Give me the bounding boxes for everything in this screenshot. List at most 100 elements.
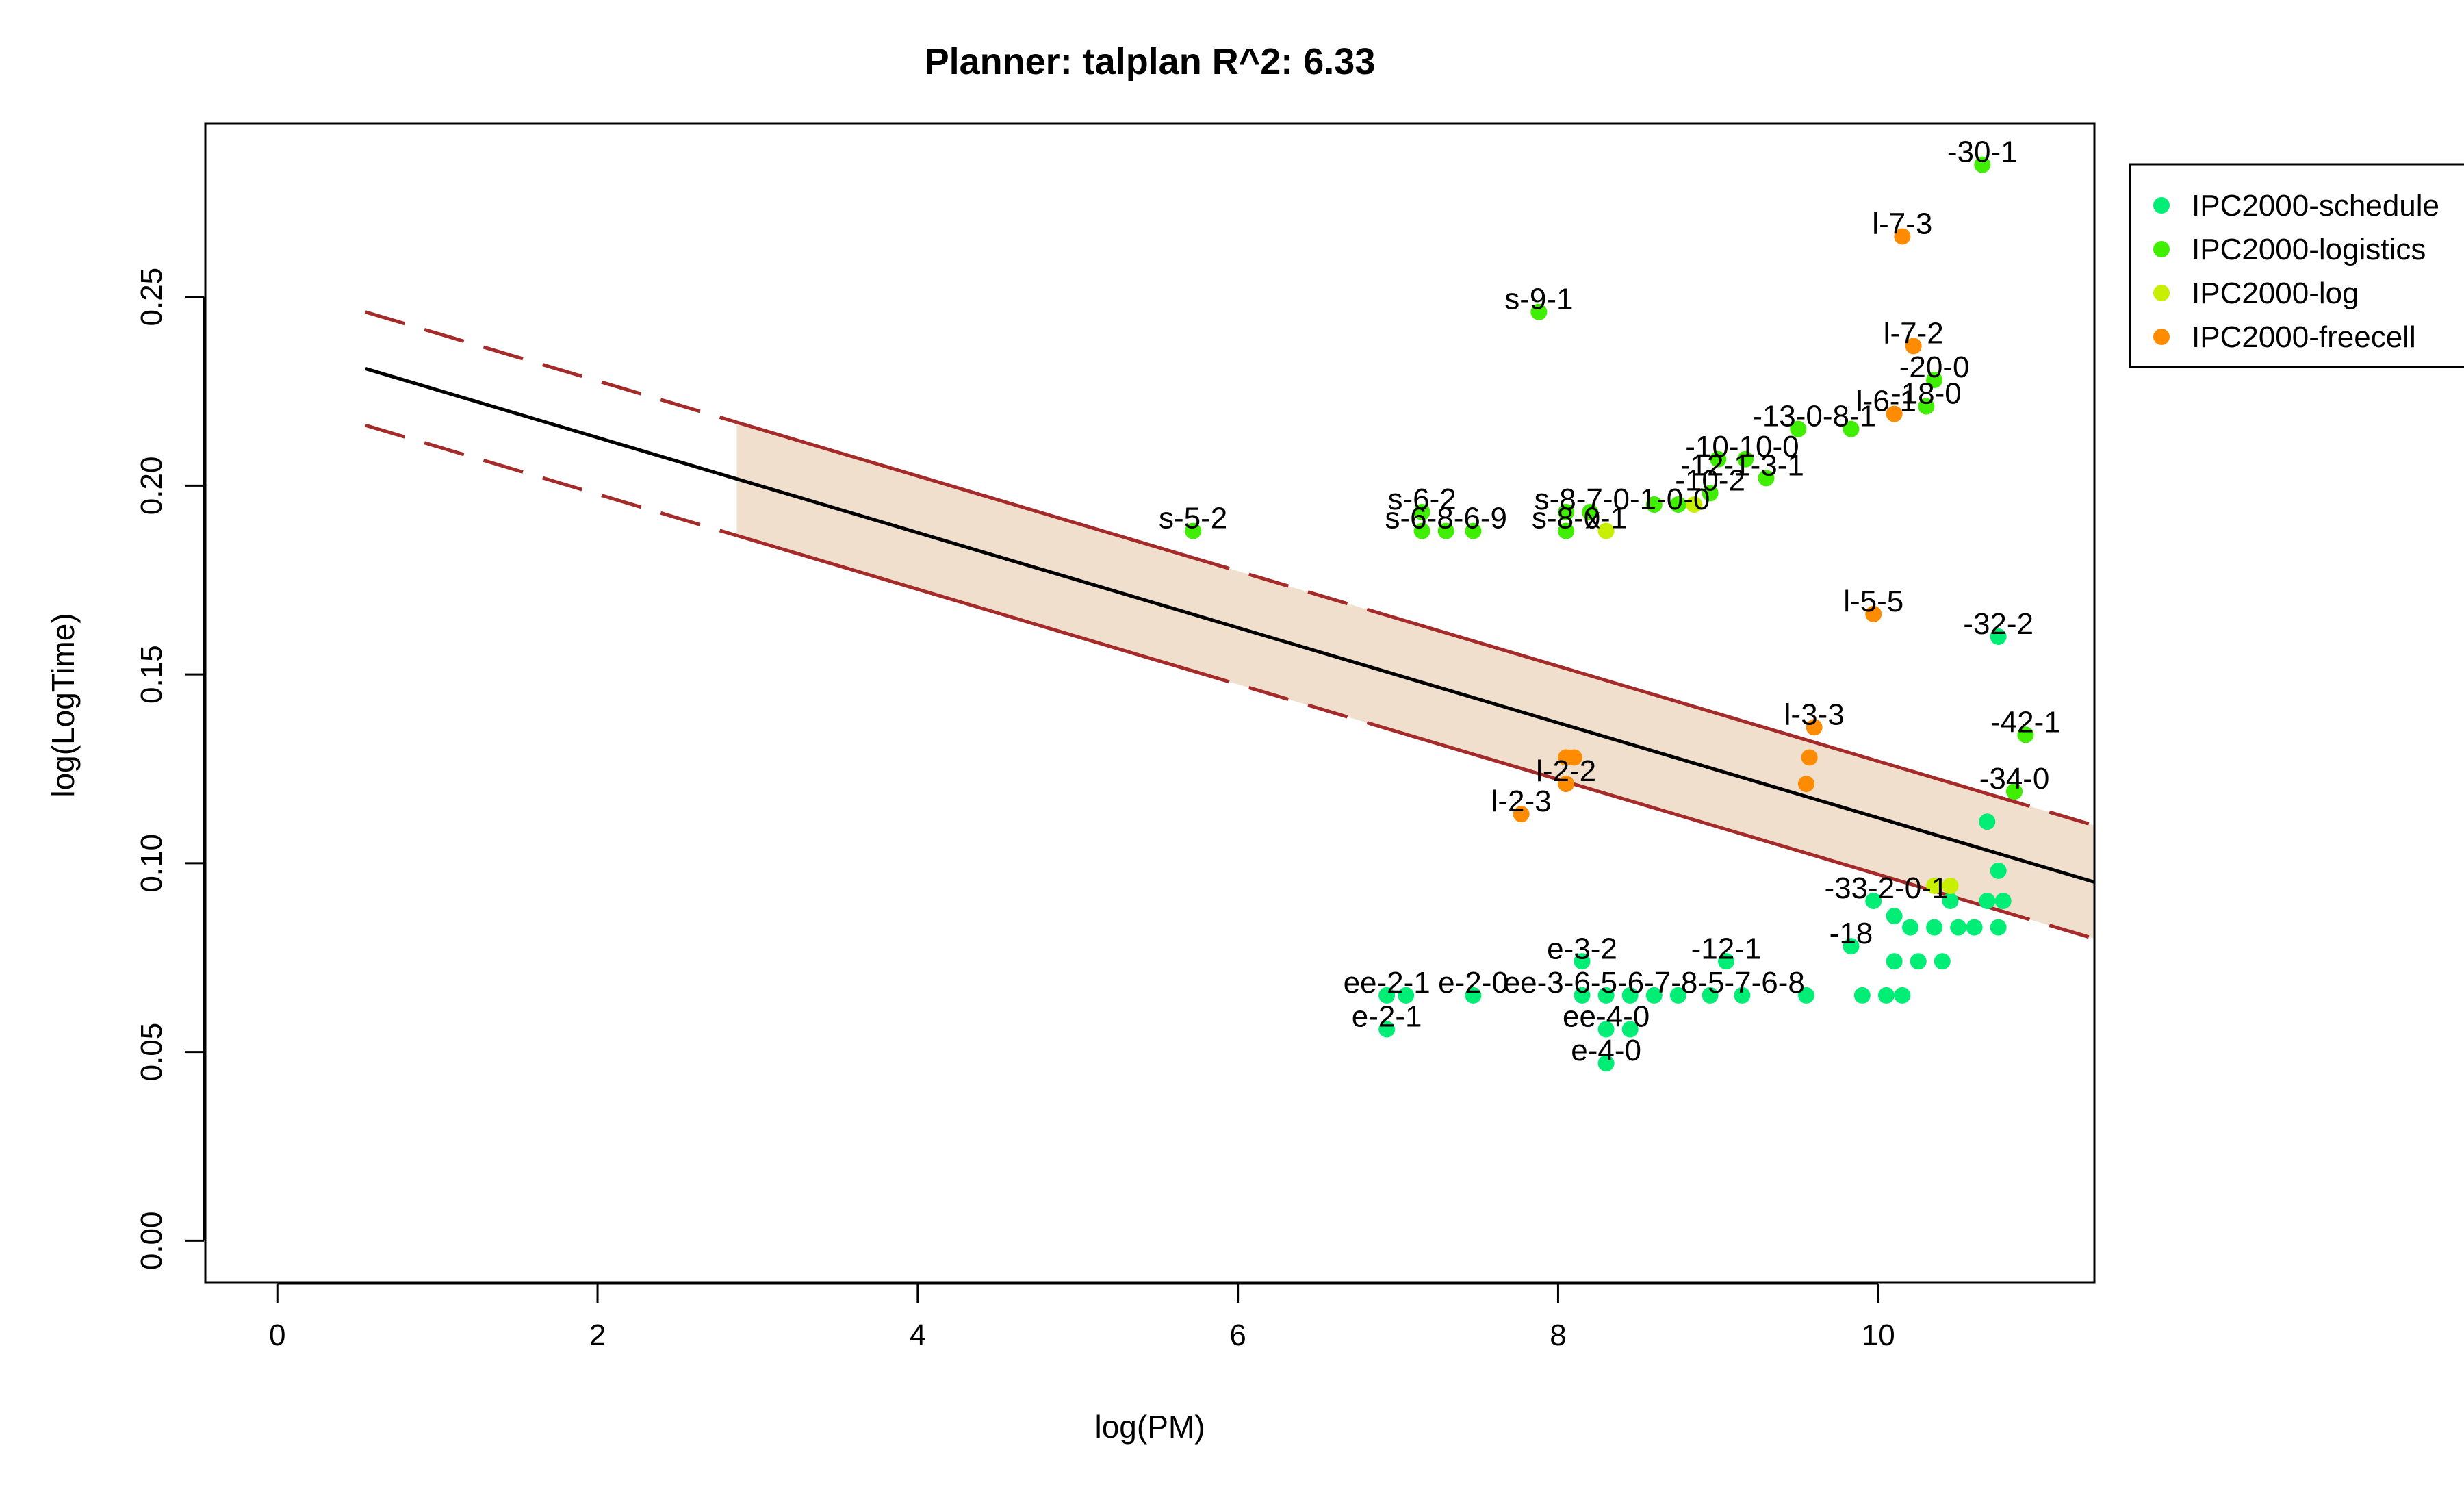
x-axis: 0 2 4 6 8 10 bbox=[269, 1282, 1895, 1352]
data-point bbox=[1565, 749, 1582, 766]
data-point bbox=[1806, 719, 1823, 736]
data-point bbox=[1597, 987, 1615, 1004]
data-point bbox=[1710, 450, 1727, 468]
data-point-label: -12-1 bbox=[1691, 932, 1762, 965]
data-point bbox=[1942, 893, 1959, 910]
data-point bbox=[1758, 470, 1775, 487]
data-point bbox=[2006, 783, 2023, 800]
data-point bbox=[1797, 776, 1814, 793]
lower-band-line-segment bbox=[1990, 906, 2094, 941]
data-point-label: l-3-3 bbox=[1784, 698, 1845, 731]
data-point bbox=[1702, 987, 1719, 1004]
data-point-label: l-7-2 bbox=[1884, 316, 1944, 350]
x-tick-label: 6 bbox=[1229, 1319, 1246, 1352]
data-point-label: l-2-3 bbox=[1491, 785, 1552, 818]
data-point bbox=[1185, 522, 1202, 539]
data-point-label: s-8-7-0-1-0-0 bbox=[1535, 483, 1710, 516]
data-point bbox=[1979, 813, 1996, 830]
data-point bbox=[1865, 605, 1882, 622]
data-point-label: -32-2 bbox=[1963, 607, 2033, 641]
y-tick-label: 0.05 bbox=[135, 1023, 168, 1082]
lower-band-line-segment bbox=[1189, 668, 1399, 734]
data-point bbox=[1718, 953, 1735, 970]
data-point bbox=[1934, 953, 1951, 970]
data-point bbox=[1910, 953, 1927, 970]
data-point bbox=[1558, 504, 1575, 521]
data-point bbox=[1894, 987, 1911, 1004]
data-point bbox=[1378, 1021, 1396, 1038]
fit-layer bbox=[365, 310, 2094, 941]
y-tick-label: 0.10 bbox=[135, 834, 168, 893]
y-tick-label: 0.25 bbox=[135, 268, 168, 327]
data-point-label: e-2-1 bbox=[1352, 1000, 1422, 1034]
data-point bbox=[1621, 1021, 1639, 1038]
data-point bbox=[1994, 893, 2012, 910]
legend-marker bbox=[2153, 241, 2170, 257]
data-point bbox=[1843, 420, 1860, 437]
data-point bbox=[1413, 522, 1430, 539]
data-point bbox=[1669, 987, 1686, 1004]
data-point bbox=[1669, 496, 1686, 513]
data-point bbox=[1942, 877, 1959, 894]
data-point bbox=[1398, 987, 1415, 1004]
data-point bbox=[1378, 987, 1396, 1004]
y-axis-label: log(LogTime) bbox=[45, 613, 81, 797]
upper-band-line-segment bbox=[1189, 555, 1399, 621]
lower-band-line-segment bbox=[736, 533, 1191, 672]
data-point bbox=[1734, 987, 1751, 1004]
data-point bbox=[1877, 987, 1895, 1004]
data-point bbox=[1790, 420, 1807, 437]
data-point-label: -10-10-0 bbox=[1685, 430, 1799, 463]
data-point bbox=[1865, 893, 1882, 910]
data-point-label: ee-4-0 bbox=[1563, 1000, 1650, 1034]
data-point bbox=[1597, 522, 1615, 539]
legend-marker bbox=[2153, 197, 2170, 214]
legend-entry: IPC2000-logistics bbox=[2192, 233, 2426, 266]
data-point bbox=[1513, 806, 1530, 823]
data-point bbox=[1950, 919, 1967, 936]
data-point bbox=[1990, 628, 2007, 645]
legend: IPC2000-schedule IPC2000-logistics IPC2000… bbox=[2129, 163, 2464, 368]
data-point bbox=[1574, 987, 1591, 1004]
legend-box bbox=[2129, 163, 2464, 368]
data-point-label: s-5-2 bbox=[1159, 502, 1227, 535]
data-point bbox=[1582, 504, 1599, 521]
data-point-label: e-2-0 bbox=[1438, 966, 1509, 1000]
data-point bbox=[1413, 504, 1430, 521]
data-point bbox=[1558, 776, 1575, 793]
data-point-label: -42-1 bbox=[1990, 705, 2061, 739]
y-tick-label: 0.00 bbox=[135, 1212, 168, 1271]
data-point bbox=[1926, 919, 1943, 936]
data-point bbox=[1990, 919, 2007, 936]
data-point bbox=[1886, 405, 1903, 422]
upper-band-line-segment bbox=[736, 420, 1191, 559]
data-point-label: -18-0 bbox=[1891, 377, 1962, 411]
data-point-label: -33-2-0-1 bbox=[1824, 871, 1948, 905]
data-point bbox=[1737, 450, 1754, 468]
y-tick-label: 0.20 bbox=[135, 457, 168, 516]
x-tick-label: 10 bbox=[1862, 1319, 1895, 1352]
data-point bbox=[1437, 522, 1454, 539]
legend-marker bbox=[2153, 285, 2170, 301]
chart-title: Planner: talplan R^2: 6.33 bbox=[925, 41, 1376, 82]
points-layer bbox=[1185, 156, 2034, 1072]
data-point bbox=[1886, 953, 1903, 970]
lower-band-line-segment bbox=[365, 423, 738, 537]
data-point bbox=[1645, 496, 1663, 513]
plot-area-frame bbox=[204, 122, 2096, 1284]
data-point-label: -34-0 bbox=[1979, 762, 2050, 796]
point-labels-layer: e-2-1ee-2-1 e-2-0 e-3-2ee-3-6-5-6-7-8-5-7-… bbox=[1159, 136, 2061, 1067]
data-point-label: -18 bbox=[1830, 917, 1873, 950]
data-point bbox=[1843, 938, 1860, 955]
x-tick-label: 0 bbox=[269, 1319, 285, 1352]
data-point bbox=[1597, 1055, 1615, 1072]
data-point bbox=[1979, 893, 1996, 910]
legend-entry: IPC2000-log bbox=[2192, 277, 2359, 310]
data-point bbox=[1990, 862, 2007, 879]
data-point-label: s-6-2 bbox=[1388, 483, 1456, 516]
data-point bbox=[1905, 338, 1922, 355]
data-point-label: s-9-1 bbox=[1504, 283, 1573, 316]
x-tick-label: 4 bbox=[910, 1319, 926, 1352]
data-point bbox=[1801, 749, 1818, 766]
